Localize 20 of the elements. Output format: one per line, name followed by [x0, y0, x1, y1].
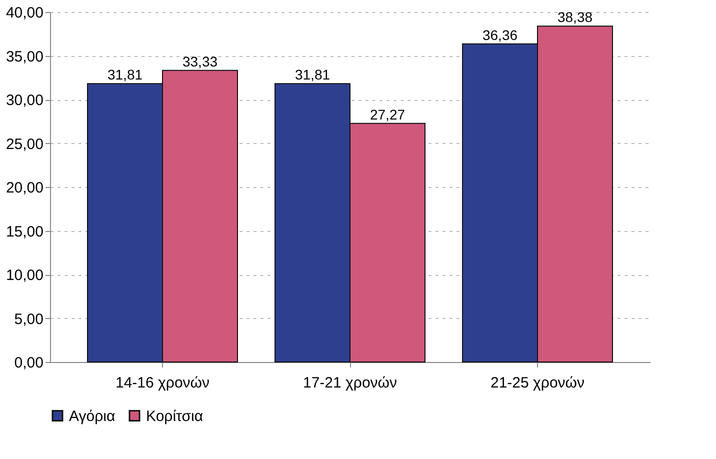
x-tick-label: 14-16 χρονών [116, 374, 210, 392]
data-label: 38,38 [557, 9, 593, 26]
data-label: 31,81 [107, 66, 143, 83]
y-tick-label: 5,00 [14, 310, 44, 328]
y-tick-label: 0,00 [14, 354, 44, 372]
data-label: 33,33 [182, 53, 218, 70]
y-tick-label: 15,00 [6, 223, 44, 240]
data-label: 31,81 [294, 66, 330, 83]
y-tick-label: 40,00 [6, 4, 44, 22]
x-tick-label: 21-25 χρονών [490, 374, 584, 392]
y-tick-label: 35,00 [6, 48, 44, 66]
data-label: 36,36 [482, 26, 518, 43]
x-tick-label: 17-21 χρονών [303, 374, 397, 392]
data-label: 27,27 [370, 106, 406, 122]
legend-label: Αγόρια [69, 408, 116, 425]
y-tick-label: 25,00 [6, 136, 44, 153]
y-tick-label: 20,00 [6, 180, 44, 196]
legend-label: Κορίτσια [146, 408, 204, 425]
y-tick-label: 10,00 [6, 267, 44, 284]
y-tick-label: 30,00 [6, 92, 44, 109]
